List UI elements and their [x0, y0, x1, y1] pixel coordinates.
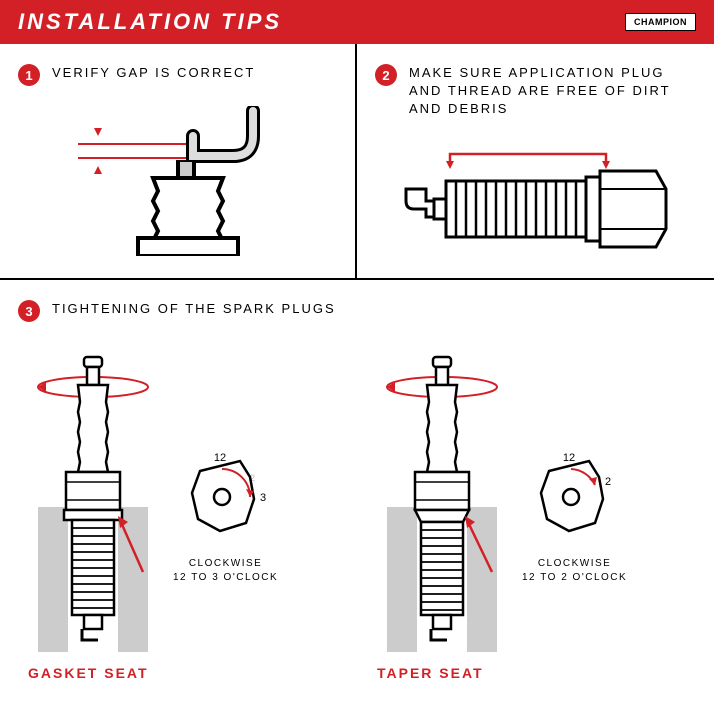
panel-step-3: 3 TIGHTENING OF THE SPARK PLUGS [0, 280, 714, 701]
taper-clock-label: CLOCKWISE12 TO 2 O'CLOCK [522, 557, 627, 585]
champion-logo: CHAMPION [625, 13, 696, 31]
svg-text:2: 2 [605, 476, 611, 488]
step-1-diagram [18, 106, 337, 256]
panel-step-1: 1 VERIFY GAP IS CORRECT [0, 44, 357, 278]
step-2-text: MAKE SURE APPLICATION PLUG AND THREAD AR… [409, 64, 696, 119]
page-title: INSTALLATION TIPS [18, 9, 282, 35]
step-3-badge: 3 [18, 300, 40, 322]
clock-12: 12 [214, 452, 226, 464]
header-bar: INSTALLATION TIPS CHAMPION [0, 0, 714, 44]
step-1-header: 1 VERIFY GAP IS CORRECT [18, 64, 337, 86]
step-2-badge: 2 [375, 64, 397, 86]
gasket-clock: 12 1 2 3 CLOCKWISE12 TO 3 O'CLOCK [173, 449, 278, 585]
taper-section: TAPER SEAT 12 1 2 CLOCKWISE12 TO 2 O'CLO… [377, 352, 686, 681]
taper-seat-label: TAPER SEAT [377, 665, 507, 681]
step-1-text: VERIFY GAP IS CORRECT [52, 64, 255, 82]
gap-diagram-svg [58, 106, 298, 256]
top-row: 1 VERIFY GAP IS CORRECT [0, 44, 714, 280]
step-1-badge: 1 [18, 64, 40, 86]
gasket-section: GASKET SEAT 12 1 2 3 CLOCKWISE12 TO 3 O'… [28, 352, 337, 681]
svg-text:12: 12 [563, 452, 575, 464]
gasket-clock-label: CLOCKWISE12 TO 3 O'CLOCK [173, 557, 278, 585]
gasket-seat-label: GASKET SEAT [28, 665, 158, 681]
step-2-diagram [375, 139, 696, 269]
step-3-text: TIGHTENING OF THE SPARK PLUGS [52, 300, 336, 318]
taper-clock: 12 1 2 CLOCKWISE12 TO 2 O'CLOCK [522, 449, 627, 585]
thread-diagram-svg [386, 139, 686, 269]
svg-text:3: 3 [260, 492, 266, 504]
panel-step-2: 2 MAKE SURE APPLICATION PLUG AND THREAD … [357, 44, 714, 278]
bottom-content: GASKET SEAT 12 1 2 3 CLOCKWISE12 TO 3 O'… [18, 352, 696, 681]
gasket-plug-diagram: GASKET SEAT [28, 352, 158, 681]
step-2-header: 2 MAKE SURE APPLICATION PLUG AND THREAD … [375, 64, 696, 119]
taper-plug-diagram: TAPER SEAT [377, 352, 507, 681]
step-3-header: 3 TIGHTENING OF THE SPARK PLUGS [18, 300, 696, 322]
